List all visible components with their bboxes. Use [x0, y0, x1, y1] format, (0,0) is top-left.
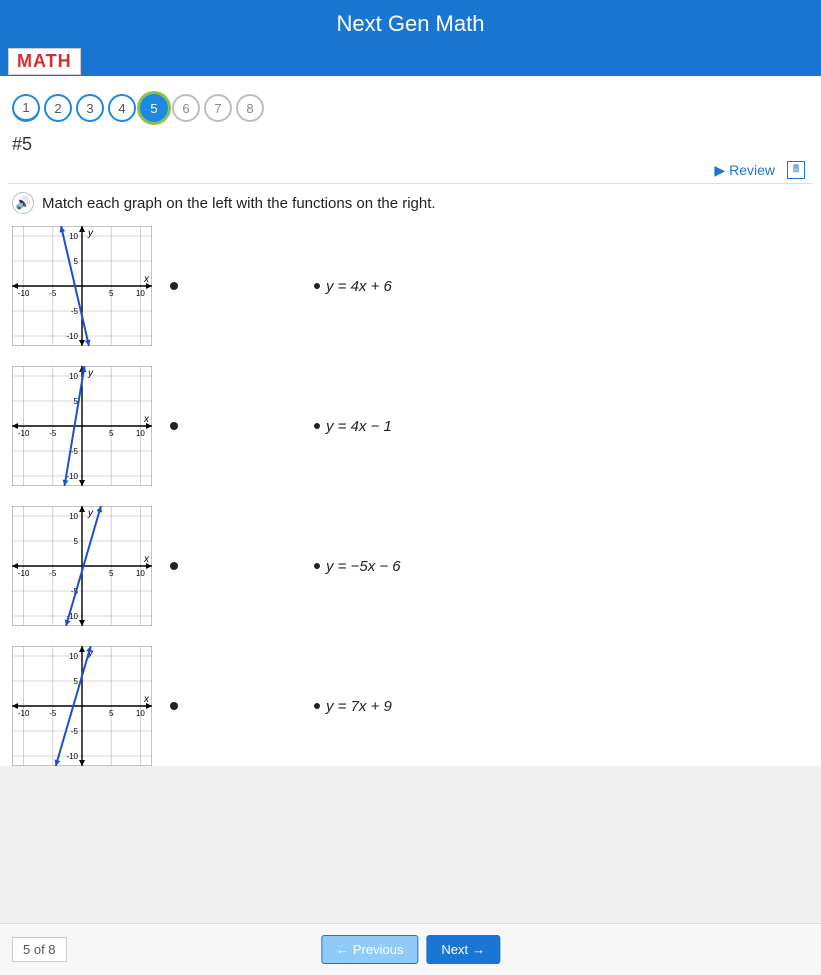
svg-text:x: x [143, 414, 150, 425]
question-number: #5 [8, 128, 813, 157]
graph-1[interactable]: -10 -10 -5 -5 5 5 10 10 x y [12, 226, 152, 346]
function-label: y = 7x + 9 [326, 698, 392, 715]
pager-item-6[interactable]: 6 [172, 94, 200, 122]
review-label: Review [729, 162, 775, 178]
svg-text:-10: -10 [18, 709, 30, 718]
svg-text:-10: -10 [18, 429, 30, 438]
question-row: 🔊 Match each graph on the left with the … [8, 184, 813, 226]
svg-text:y: y [87, 228, 94, 239]
svg-text:-5: -5 [71, 727, 79, 736]
graph-3[interactable]: -10-10-5-5551010xy [12, 506, 152, 626]
arrow-left-icon: ← [336, 942, 349, 957]
graph-endpoint-dot[interactable] [170, 702, 178, 710]
svg-text:-5: -5 [71, 307, 79, 316]
function-label: y = −5x − 6 [326, 558, 401, 575]
match-area: -10 -10 -5 -5 5 5 10 10 x y y = 4x + 6 -10 -10 -5 -5 5 5… [8, 226, 813, 766]
graph-endpoint-dot[interactable] [170, 422, 178, 430]
calculator-icon[interactable]: 🖩 [787, 161, 805, 179]
graph-endpoint-dot[interactable] [170, 562, 178, 570]
svg-text:5: 5 [109, 709, 114, 718]
function-option-4[interactable]: y = 7x + 9 [314, 698, 392, 715]
graph-endpoint-dot[interactable] [170, 282, 178, 290]
pager-item-1[interactable]: 1 [12, 94, 40, 122]
app-title: Next Gen Math [337, 11, 485, 37]
match-row: -10-10-5-5551010xyy = −5x − 6 [12, 506, 809, 626]
question-text: Match each graph on the left with the fu… [42, 195, 436, 212]
match-row: -10-10-5-5551010xyy = 4x − 1 [12, 366, 809, 486]
function-label: y = 4x − 1 [326, 418, 392, 435]
svg-text:x: x [143, 694, 150, 705]
page-indicator: 5 of 8 [12, 937, 67, 962]
graph-4[interactable]: -10-10-5-5551010xy [12, 646, 152, 766]
svg-text:y: y [87, 508, 94, 519]
svg-text:5: 5 [109, 429, 114, 438]
svg-text:-5: -5 [49, 569, 57, 578]
svg-text:10: 10 [136, 709, 145, 718]
svg-text:5: 5 [74, 257, 79, 266]
svg-text:5: 5 [109, 569, 114, 578]
nav-buttons: ← Previous Next → [321, 935, 500, 964]
pager-item-2[interactable]: 2 [44, 94, 72, 122]
app-header: Next Gen Math [0, 0, 821, 48]
svg-text:-10: -10 [18, 289, 30, 298]
svg-text:10: 10 [69, 512, 78, 521]
question-toolbar: ▶ Review 🖩 [8, 157, 813, 184]
function-label: y = 4x + 6 [326, 278, 392, 295]
svg-text:10: 10 [69, 232, 78, 241]
pager-item-7[interactable]: 7 [204, 94, 232, 122]
pager-item-8[interactable]: 8 [236, 94, 264, 122]
logo: MATH [8, 48, 81, 75]
match-row: -10-10-5-5551010xyy = 7x + 9 [12, 646, 809, 766]
svg-text:10: 10 [69, 652, 78, 661]
svg-text:10: 10 [136, 569, 145, 578]
review-link[interactable]: ▶ Review [714, 162, 775, 179]
footer-bar: 5 of 8 ← Previous Next → [0, 923, 821, 975]
audio-icon[interactable]: 🔊 [12, 192, 34, 214]
svg-text:10: 10 [136, 429, 145, 438]
svg-text:5: 5 [74, 537, 79, 546]
svg-text:-5: -5 [49, 709, 57, 718]
svg-text:-5: -5 [49, 289, 57, 298]
next-button[interactable]: Next → [426, 935, 500, 964]
function-endpoint-dot[interactable] [314, 283, 320, 289]
function-option-3[interactable]: y = −5x − 6 [314, 558, 401, 575]
svg-text:5: 5 [109, 289, 114, 298]
svg-text:10: 10 [136, 289, 145, 298]
function-endpoint-dot[interactable] [314, 423, 320, 429]
graph-2[interactable]: -10-10-5-5551010xy [12, 366, 152, 486]
play-icon: ▶ [714, 162, 725, 179]
pager-item-4[interactable]: 4 [108, 94, 136, 122]
svg-text:y: y [87, 368, 94, 379]
svg-text:-5: -5 [49, 429, 57, 438]
arrow-right-icon: → [472, 942, 485, 957]
svg-text:5: 5 [74, 677, 79, 686]
function-endpoint-dot[interactable] [314, 563, 320, 569]
next-label: Next [441, 942, 468, 957]
svg-text:-5: -5 [71, 447, 79, 456]
match-row: -10 -10 -5 -5 5 5 10 10 x y y = 4x + 6 [12, 226, 809, 346]
svg-text:-10: -10 [18, 569, 30, 578]
svg-text:-10: -10 [66, 472, 78, 481]
pager-item-3[interactable]: 3 [76, 94, 104, 122]
previous-button[interactable]: ← Previous [321, 935, 419, 964]
function-option-1[interactable]: y = 4x + 6 [314, 278, 392, 295]
function-endpoint-dot[interactable] [314, 703, 320, 709]
question-pager: 12345678 [8, 88, 813, 128]
svg-text:x: x [143, 554, 150, 565]
svg-text:-10: -10 [66, 332, 78, 341]
svg-text:10: 10 [69, 372, 78, 381]
function-option-2[interactable]: y = 4x − 1 [314, 418, 392, 435]
svg-text:x: x [143, 274, 150, 285]
pager-item-5[interactable]: 5 [140, 94, 168, 122]
logo-row: MATH [0, 48, 821, 76]
previous-label: Previous [353, 942, 404, 957]
svg-text:-10: -10 [66, 752, 78, 761]
content-area: 12345678 #5 ▶ Review 🖩 🔊 Match each grap… [0, 76, 821, 766]
